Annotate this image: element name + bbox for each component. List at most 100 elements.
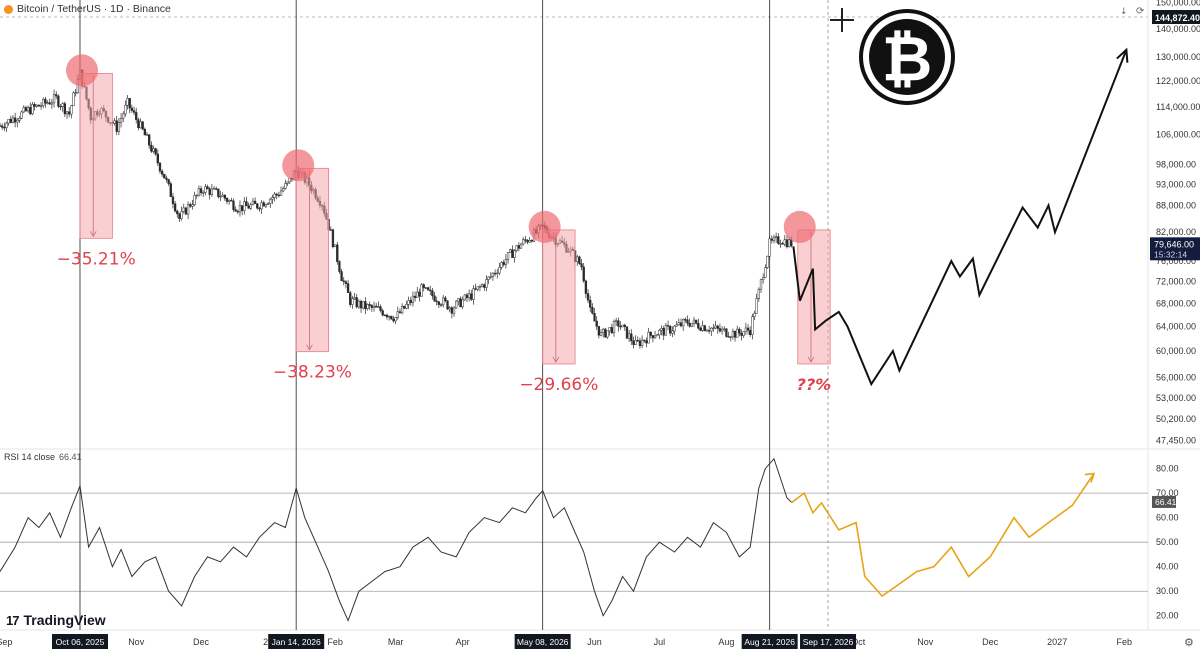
- candle-body: [755, 298, 758, 314]
- candle-body: [26, 107, 30, 112]
- candle-body: [617, 320, 620, 327]
- symbol-header[interactable]: Bitcoin / TetherUS · 1D · Binance: [4, 3, 171, 15]
- candle-body: [249, 204, 252, 209]
- candle-body: [478, 286, 482, 288]
- candle-body: [634, 340, 637, 345]
- candle-body: [16, 119, 19, 123]
- candle-body: [199, 188, 203, 193]
- candle-body: [344, 281, 348, 284]
- candle-body: [744, 327, 748, 333]
- candle-body: [701, 325, 704, 331]
- candle-body: [757, 288, 760, 299]
- candle-body: [522, 239, 525, 245]
- rsi-projection-line: [790, 473, 1095, 598]
- tradingview-wordmark: TradingView: [23, 612, 106, 628]
- candle-body: [35, 104, 38, 107]
- candle-body: [651, 335, 655, 339]
- candle-body: [437, 301, 441, 305]
- candle-body: [44, 98, 47, 104]
- candle-body: [630, 333, 633, 342]
- rsi-value-box: [1152, 495, 1176, 508]
- candle-body: [176, 210, 179, 215]
- candle-body: [697, 322, 700, 329]
- candle-body: [400, 305, 404, 314]
- drawdown-arrowhead: [807, 356, 815, 363]
- candle-body: [191, 204, 194, 207]
- candle-body: [595, 320, 598, 327]
- candle-body: [163, 173, 166, 179]
- time-axis[interactable]: Sep Nov Dec 20 Feb Mar Apr Jun Jul Aug Oct Nov Dec 20…: [0, 634, 1194, 649]
- candle-body: [377, 306, 380, 308]
- candle-body: [686, 319, 689, 324]
- candle-body: [692, 319, 696, 324]
- candle-body: [113, 120, 116, 124]
- candle-body: [5, 122, 8, 129]
- candle-body: [511, 249, 514, 258]
- candle-body: [716, 325, 719, 329]
- price-tick-label: 50,200.00: [1156, 414, 1196, 424]
- tradingview-logo[interactable]: 17 TradingView: [6, 612, 106, 628]
- candle-body: [517, 245, 521, 249]
- candle-body: [669, 325, 672, 334]
- candle-body: [247, 205, 250, 209]
- candle-body: [489, 276, 492, 278]
- candle-body: [759, 279, 763, 290]
- drawdown-percent: −35.21%: [57, 249, 136, 269]
- candle-body: [65, 111, 69, 115]
- candle-body: [0, 125, 2, 127]
- candle-body: [223, 194, 226, 199]
- candle-body: [666, 325, 670, 327]
- time-tick-label: Dec: [193, 637, 210, 647]
- candle-body: [599, 332, 603, 336]
- candle-body: [275, 193, 278, 196]
- candle-body: [364, 301, 367, 309]
- candle-body: [126, 98, 129, 106]
- candle-body: [55, 94, 58, 97]
- rsi-tick-label: 70.00: [1156, 488, 1179, 498]
- candle-body: [584, 280, 588, 294]
- candle-body: [370, 305, 374, 308]
- candle-body: [24, 107, 28, 112]
- candle-body: [695, 319, 698, 324]
- candle-body: [619, 325, 622, 328]
- candle-body: [48, 102, 51, 105]
- drawdown-box: [542, 229, 576, 365]
- candle-body: [152, 148, 155, 152]
- candle-body: [675, 324, 678, 327]
- candle-body: [39, 105, 43, 107]
- candle-body: [52, 94, 56, 104]
- date-marker-label: Aug 21, 2026: [744, 637, 795, 647]
- candle-body: [660, 328, 663, 331]
- candle-body: [33, 104, 36, 107]
- drawdown-percent: −29.66%: [519, 375, 598, 395]
- candle-body: [431, 290, 434, 297]
- candle-body: [731, 331, 735, 338]
- candle-body: [256, 203, 259, 209]
- price-axis[interactable]: 150,000.00 140,000.00 130,000.00 122,000.00…: [1150, 0, 1200, 621]
- time-tick-label: Apr: [456, 637, 470, 647]
- candle-body: [448, 307, 451, 310]
- candle-body: [749, 330, 752, 335]
- candle-body: [331, 229, 335, 248]
- rsi-legend[interactable]: RSI 14 close 66.41: [4, 452, 82, 462]
- candle-body: [690, 322, 693, 327]
- rsi-tick-label: 30.00: [1156, 586, 1179, 596]
- candle-body: [766, 255, 769, 268]
- candle-body: [217, 188, 220, 197]
- candle-body: [515, 245, 518, 251]
- candle-body: [770, 238, 773, 241]
- candle-body: [433, 295, 436, 302]
- projection-path: [792, 47, 1129, 387]
- candle-body: [154, 148, 157, 155]
- candle-body: [785, 239, 789, 248]
- candle-body: [184, 207, 188, 215]
- drawdown-percent: ??%: [797, 375, 832, 394]
- chart-decorations: ₿ ↓ ⟳: [830, 6, 1145, 105]
- candle-body: [781, 243, 784, 245]
- candle-body: [679, 322, 683, 327]
- candle-body: [530, 240, 533, 242]
- candle-body: [580, 263, 583, 268]
- candle-body: [156, 153, 159, 164]
- candle-body: [286, 181, 289, 184]
